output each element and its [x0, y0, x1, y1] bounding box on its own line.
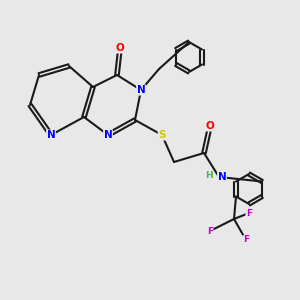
Text: F: F	[246, 208, 252, 217]
Text: S: S	[158, 130, 166, 140]
Text: N: N	[218, 172, 226, 182]
Text: F: F	[243, 236, 249, 244]
Text: O: O	[206, 121, 214, 131]
Text: F: F	[207, 226, 213, 236]
Text: N: N	[103, 130, 112, 140]
Text: N: N	[46, 130, 56, 140]
Text: O: O	[116, 43, 124, 53]
Text: N: N	[136, 85, 146, 95]
Text: H: H	[205, 171, 212, 180]
